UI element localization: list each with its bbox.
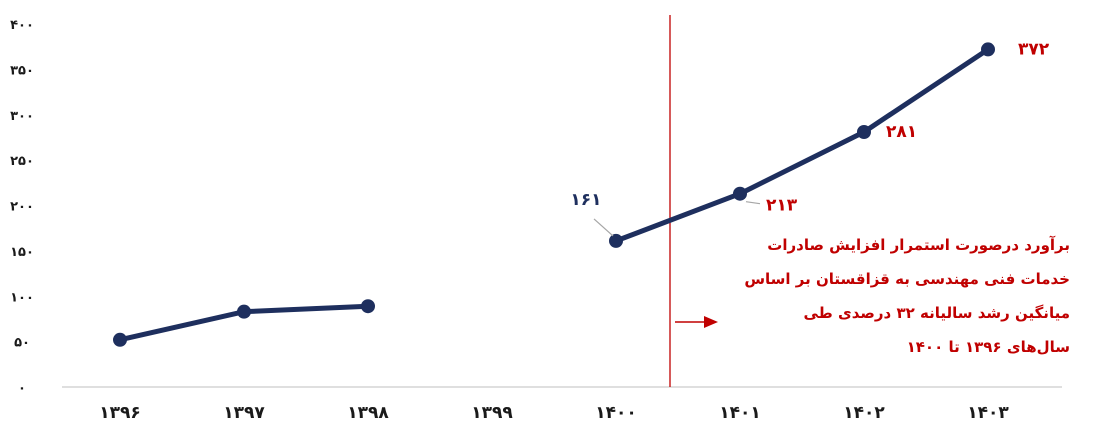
- y-axis-ticks: ۰ ۵۰ ۱۰۰ ۱۵۰ ۲۰۰ ۲۵۰ ۳۰۰ ۳۵۰ ۴۰۰: [10, 18, 34, 396]
- series-line-segment: [613, 46, 991, 244]
- data-point: [237, 304, 251, 319]
- data-point: [609, 233, 623, 248]
- data-label: ۲۱۳: [766, 196, 798, 216]
- x-axis-ticks: ۱۳۹۶ ۱۳۹۷ ۱۳۹۸ ۱۳۹۹ ۱۴۰۰ ۱۴۰۱ ۱۴۰۲ ۱۴۰۳: [99, 403, 1009, 423]
- x-tick-label: ۱۳۹۸: [347, 403, 389, 423]
- data-point: [733, 186, 747, 201]
- data-label-leader: [593, 218, 614, 237]
- data-label-leader: [745, 201, 761, 205]
- y-tick-label: ۱۵۰: [10, 245, 34, 260]
- x-tick-label: ۱۴۰۱: [719, 403, 761, 423]
- data-label: ۲۸۱: [886, 122, 917, 142]
- x-tick-label: ۱۴۰۳: [967, 403, 1009, 423]
- annotation-line: برآورد درصورت استمرار افزایش صادرات: [767, 236, 1070, 254]
- y-tick-label: ۳۵۰: [10, 63, 34, 78]
- annotation-line: خدمات فنی مهندسی به قزاقستان بر اساس: [744, 270, 1070, 288]
- y-tick-label: ۵۰: [14, 336, 30, 351]
- forecast-annotation: برآورد درصورت استمرار افزایش صادرات خدمات…: [744, 236, 1070, 356]
- data-point: [857, 124, 871, 139]
- data-point: [361, 299, 375, 314]
- x-tick-label: ۱۳۹۹: [471, 403, 513, 423]
- x-tick-label: ۱۴۰۲: [843, 403, 885, 423]
- series-points: [113, 42, 995, 347]
- y-tick-label: ۱۰۰: [10, 290, 34, 305]
- data-point: [113, 332, 127, 347]
- annotation-line: سال‌های ۱۳۹۶ تا ۱۴۰۰: [907, 338, 1070, 356]
- data-point: [981, 42, 995, 57]
- series-line: [117, 46, 991, 343]
- data-labels: ۱۶۱ ۲۱۳ ۲۸۱ ۳۷۲: [570, 39, 1050, 237]
- x-tick-label: ۱۴۰۰: [595, 403, 637, 423]
- y-tick-label: ۳۰۰: [10, 109, 34, 124]
- x-tick-label: ۱۳۹۷: [223, 403, 265, 423]
- y-tick-label: ۰: [18, 381, 26, 396]
- annotation-line: میانگین رشد سالیانه ۳۲ درصدی طی: [803, 304, 1070, 322]
- y-tick-label: ۲۰۰: [10, 200, 34, 215]
- data-label: ۳۷۲: [1018, 39, 1050, 59]
- x-tick-label: ۱۳۹۶: [99, 403, 141, 423]
- y-tick-label: ۴۰۰: [10, 18, 34, 33]
- y-tick-label: ۲۵۰: [10, 154, 34, 169]
- data-label: ۱۶۱: [570, 190, 601, 210]
- forecast-arrow: [675, 316, 718, 328]
